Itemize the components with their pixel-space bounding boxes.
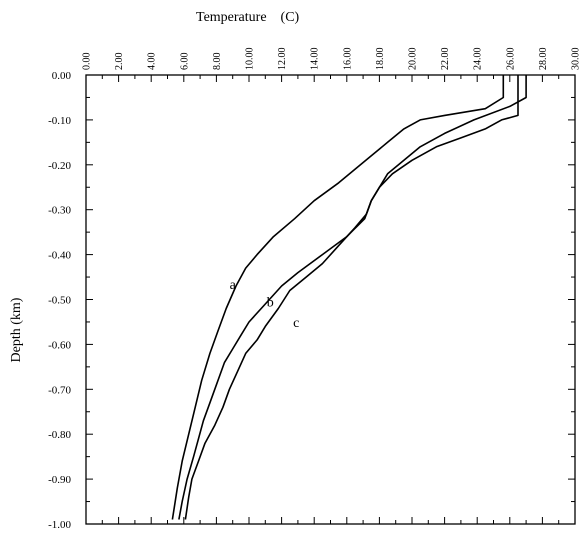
plot-frame — [85, 74, 576, 525]
y-tick-label: -0.60 — [48, 339, 71, 351]
x-tick-label: 10.00 — [245, 48, 256, 71]
x-axis-ticks: 0.00 2.00 4.00 6.00 8.00 10.00 12.00 14.00 16.00… — [82, 48, 582, 524]
y-axis-ticks: 0.00 -0.10 -0.20 -0.30 -0.40 -0.50 -0.60 -0.70 -… — [48, 70, 575, 531]
y-tick-label: -0.90 — [48, 474, 71, 486]
x-tick-label: 2.00 — [114, 53, 125, 71]
y-tick-label: 0.00 — [52, 70, 72, 82]
x-tick-label: 8.00 — [212, 53, 223, 71]
curve-label-b: b — [267, 296, 274, 311]
series-line-c — [184, 75, 519, 520]
x-tick-label: 18.00 — [375, 48, 386, 71]
x-tick-label: 16.00 — [342, 48, 353, 71]
y-tick-label: -0.40 — [48, 250, 71, 262]
series-line-b — [178, 75, 527, 520]
y-tick-label: -0.70 — [48, 384, 71, 396]
x-tick-label: 0.00 — [82, 53, 93, 71]
y-tick-label: -0.80 — [48, 429, 71, 441]
x-tick-label: 24.00 — [473, 48, 484, 71]
y-tick-label: -0.50 — [48, 295, 71, 307]
x-axis-title: Temperature (C) — [196, 10, 300, 25]
x-tick-label: 22.00 — [440, 48, 451, 71]
x-tick-label: 28.00 — [538, 48, 549, 71]
x-tick-label: 6.00 — [179, 53, 190, 71]
x-tick-label: 30.00 — [571, 48, 582, 71]
y-tick-label: -1.00 — [48, 519, 71, 531]
x-tick-label: 12.00 — [277, 48, 288, 71]
curve-label-c: c — [293, 316, 299, 331]
curve-label-a: a — [230, 278, 237, 293]
series-line-a — [171, 75, 505, 520]
annotations: a b c — [230, 278, 300, 331]
y-tick-label: -0.30 — [48, 205, 71, 217]
y-axis-title: Depth (km) — [9, 297, 24, 362]
x-tick-label: 26.00 — [505, 48, 516, 71]
y-tick-label: -0.10 — [48, 115, 71, 127]
x-tick-label: 20.00 — [408, 48, 419, 71]
x-tick-label: 4.00 — [147, 53, 158, 71]
x-tick-label: 14.00 — [310, 48, 321, 71]
series-group — [171, 75, 527, 520]
y-tick-label: -0.20 — [48, 160, 71, 172]
